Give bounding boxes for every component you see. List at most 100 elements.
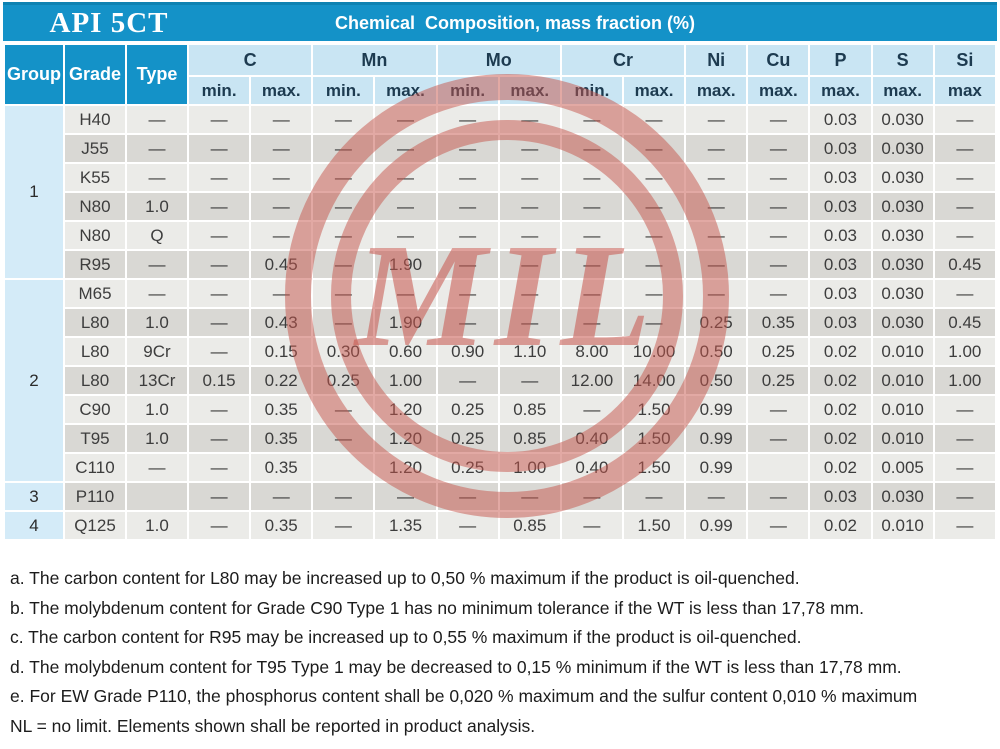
footnote: c. The carbon content for R95 may be inc…	[10, 627, 802, 647]
value-cell: —	[189, 483, 250, 510]
value-cell	[748, 454, 809, 481]
grade-cell: L80	[65, 309, 125, 336]
grade-cell: K55	[65, 164, 125, 191]
value-cell: —	[189, 396, 250, 423]
type-cell: —	[127, 164, 187, 191]
value-cell: —	[934, 396, 995, 423]
value-cell: 0.25	[748, 367, 809, 394]
value-cell: —	[686, 106, 747, 133]
value-cell: —	[499, 280, 560, 307]
sub-header-ni-max: max.	[686, 77, 747, 104]
page-subtitle: Chemical Composition, mass fraction (%)	[334, 12, 696, 33]
type-cell: 13Cr	[127, 367, 187, 394]
sub-header-p-max: max.	[810, 77, 871, 104]
value-cell: 1.00	[934, 367, 995, 394]
value-cell: —	[561, 251, 622, 278]
value-cell: 10.00	[623, 338, 685, 365]
value-cell: —	[934, 193, 995, 220]
value-cell: —	[189, 309, 250, 336]
value-cell: 0.25	[748, 338, 809, 365]
value-cell: 0.02	[810, 454, 871, 481]
value-cell: —	[189, 164, 250, 191]
value-cell: —	[251, 222, 312, 249]
value-cell: 0.60	[375, 338, 436, 365]
value-cell: —	[623, 193, 685, 220]
table-row: L80 13Cr 0.15 0.22 0.25 1.00— —12.00 14.00 0.50 0…	[5, 367, 995, 394]
value-cell: 0.35	[251, 454, 312, 481]
value-cell: 0.010	[872, 396, 933, 423]
value-cell: —	[748, 483, 809, 510]
value-cell: —	[437, 309, 498, 336]
grade-cell: C110	[65, 454, 125, 481]
value-cell: —	[499, 483, 560, 510]
value-cell: —	[313, 193, 374, 220]
element-header-mo: Mo	[437, 45, 560, 75]
value-cell: —	[251, 135, 312, 162]
value-cell: —	[748, 164, 809, 191]
value-cell: 0.99	[686, 425, 747, 452]
value-cell: —	[437, 193, 498, 220]
table-row: 2 M65— — — — — — — — — — —0.03 0.030—	[5, 280, 995, 481]
value-cell: 0.03	[810, 164, 871, 191]
value-cell: —	[189, 222, 250, 249]
value-cell: —	[189, 193, 250, 220]
value-cell: 0.15	[189, 367, 250, 394]
value-cell: 0.35	[251, 512, 312, 539]
value-cell: 0.40	[561, 425, 622, 452]
value-cell: —	[561, 193, 622, 220]
footnote: e. For EW Grade P110, the phosphorus con…	[10, 686, 918, 706]
value-cell: —	[748, 280, 809, 307]
sub-header-cr-max: max.	[623, 77, 685, 104]
value-cell: 0.43	[251, 309, 312, 336]
value-cell: 0.25	[686, 309, 747, 336]
value-cell: 0.45	[251, 251, 312, 278]
value-cell: —	[934, 425, 995, 452]
value-cell: —	[313, 106, 374, 133]
type-cell	[127, 483, 187, 510]
value-cell: —	[437, 135, 498, 162]
element-header-cu: Cu	[748, 45, 809, 75]
value-cell: —	[686, 280, 747, 307]
value-cell: —	[934, 135, 995, 162]
value-cell: 0.15	[251, 338, 312, 365]
group-cell-2: 2	[5, 280, 63, 481]
value-cell: 0.005	[872, 454, 933, 481]
value-cell: 0.02	[810, 512, 871, 539]
value-cell: 0.03	[810, 280, 871, 307]
value-cell: —	[313, 251, 374, 278]
value-cell: —	[437, 251, 498, 278]
value-cell: 8.00	[561, 338, 622, 365]
value-cell: 0.03	[810, 135, 871, 162]
grade-cell: N80	[65, 193, 125, 220]
value-cell: 0.030	[872, 193, 933, 220]
value-cell: 0.010	[872, 425, 933, 452]
value-cell: —	[313, 280, 374, 307]
value-cell: 0.030	[872, 280, 933, 307]
value-cell: 0.030	[872, 251, 933, 278]
type-cell: Q	[127, 222, 187, 249]
value-cell: 14.00	[623, 367, 685, 394]
value-cell: —	[499, 222, 560, 249]
value-cell: 1.10	[499, 338, 560, 365]
footnotes: a. The carbon content for L80 may be inc…	[10, 564, 1000, 741]
title-bar: API 5CT Chemical Composition, mass fract…	[3, 2, 997, 41]
value-cell: 0.40	[561, 454, 622, 481]
value-cell: 0.50	[686, 338, 747, 365]
value-cell: —	[748, 193, 809, 220]
value-cell: —	[623, 280, 685, 307]
value-cell: —	[686, 222, 747, 249]
grade-cell: H40	[65, 106, 125, 133]
value-cell: 0.25	[437, 425, 498, 452]
value-cell: —	[561, 280, 622, 307]
value-cell: 0.50	[686, 367, 747, 394]
value-cell: 0.99	[686, 454, 747, 481]
value-cell: —	[499, 367, 560, 394]
value-cell: 1.00	[499, 454, 560, 481]
value-cell: —	[251, 164, 312, 191]
value-cell: —	[375, 193, 436, 220]
value-cell: —	[934, 280, 995, 307]
header-row-elements: Group Grade Type C Mn Mo Cr Ni Cu P S Si	[5, 45, 995, 104]
value-cell: —	[313, 222, 374, 249]
footnote: NL = no limit. Elements shown shall be r…	[10, 715, 536, 736]
corner-header-grade: Grade	[65, 45, 125, 104]
